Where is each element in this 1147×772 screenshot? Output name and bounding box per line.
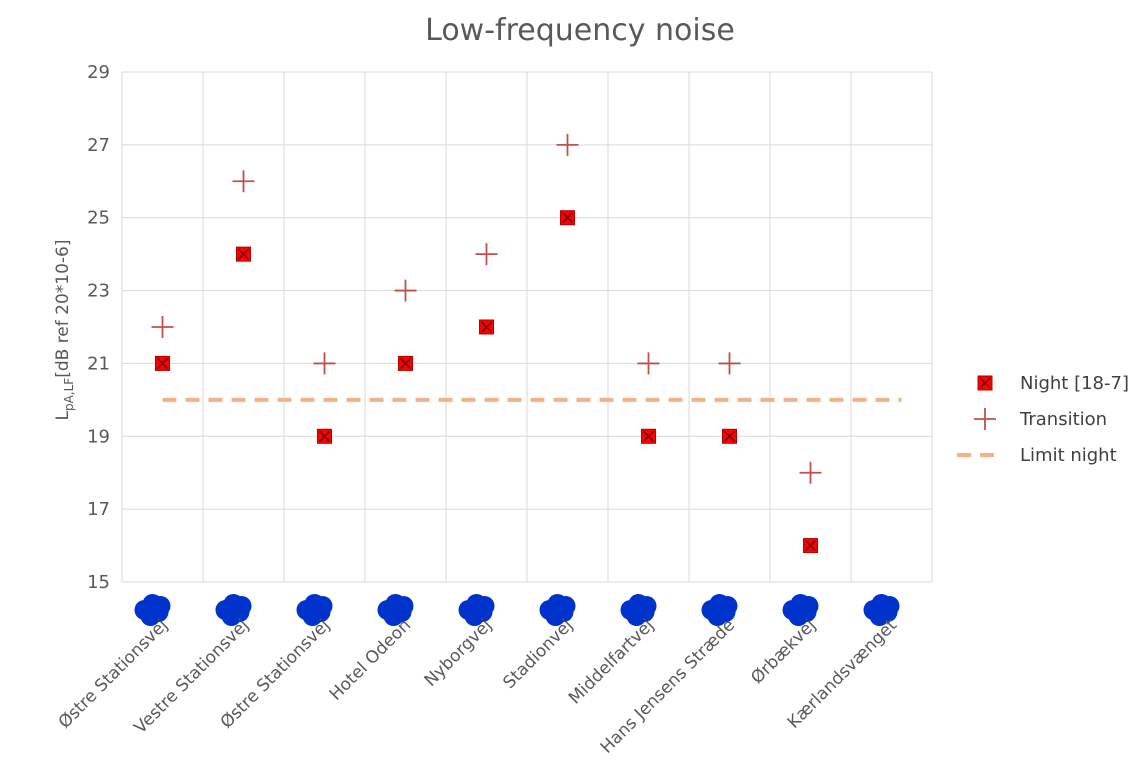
redaction-dot: [879, 596, 900, 616]
data-marks: [151, 133, 822, 554]
plus-stroke: [974, 408, 996, 430]
night-point: [317, 428, 332, 444]
y-tick-labels: 15 17 19 21 23 25 27 29: [87, 62, 110, 593]
y-axis-label-sub: pA,LF: [62, 378, 76, 411]
redaction-blob: [134, 594, 171, 626]
y-axis-label-rest: [dB ref 20*10-6]: [53, 239, 73, 377]
night-point: [398, 355, 413, 371]
y-axis-label-main: L: [53, 411, 73, 421]
redaction-dot: [312, 596, 333, 616]
legend-night-label: Night [18-7]: [1020, 373, 1129, 394]
transition-point: [799, 461, 822, 484]
redaction-blob: [458, 594, 495, 626]
night-point: [236, 246, 251, 262]
y-tick-label: 27: [87, 135, 110, 156]
night-point: [560, 210, 575, 226]
x-category-label: Middelfartvej: [565, 615, 658, 708]
night-point: [722, 428, 737, 444]
redaction-dot: [717, 596, 738, 616]
transition-point: [718, 352, 741, 375]
redaction-blob: [377, 594, 414, 626]
night-point: [803, 538, 818, 554]
square-cross: [399, 357, 412, 369]
transition-point: [232, 170, 255, 193]
square-cross: [156, 357, 169, 369]
plus-stroke: [313, 352, 336, 375]
redaction-dot: [474, 596, 495, 616]
legend-night-symbol: [977, 375, 993, 391]
square-cross: [804, 540, 817, 552]
chart-title: Low-frequency noise: [425, 13, 735, 48]
night-point: [641, 428, 656, 444]
plus-stroke: [718, 352, 741, 375]
x-category-label: Stadionvej: [499, 615, 577, 693]
transition-point: [475, 243, 498, 266]
x-category-label: Hotel Odeon: [326, 615, 415, 704]
redaction-blob: [215, 594, 252, 626]
x-category-label: Hans Jensens Stræde: [597, 615, 739, 757]
y-axis-label: LpA,LF[dB ref 20*10-6]: [53, 239, 76, 420]
plus-stroke: [556, 133, 579, 156]
redaction-blob: [701, 594, 738, 626]
square-cross: [480, 321, 493, 333]
grid: [121, 71, 933, 583]
redaction-dot: [798, 596, 819, 616]
plus-stroke: [637, 352, 660, 375]
legend: Night [18-7] Transition Limit night: [957, 373, 1129, 466]
redaction-dot: [393, 596, 414, 616]
square-cross: [318, 430, 331, 442]
x-category-label: Nyborgvej: [421, 615, 496, 690]
plus-stroke: [394, 279, 417, 302]
plus-stroke: [232, 170, 255, 193]
y-tick-label: 15: [87, 572, 110, 593]
redaction-dot: [231, 596, 252, 616]
y-tick-label: 21: [87, 353, 110, 374]
y-tick-label: 19: [87, 426, 110, 447]
transition-point: [151, 316, 174, 338]
plus-stroke: [799, 461, 822, 484]
plus-stroke: [475, 243, 498, 266]
y-tick-label: 23: [87, 281, 110, 302]
transition-point: [313, 352, 336, 375]
plus-stroke: [151, 316, 174, 338]
square-cross: [979, 377, 991, 389]
redaction-blob: [296, 594, 333, 626]
y-tick-label: 17: [87, 499, 110, 520]
redaction-dot: [636, 596, 657, 616]
x-category-label: Ørbækvej: [747, 615, 820, 688]
redaction-blob: [863, 594, 900, 626]
night-point: [479, 319, 494, 335]
redaction-blobs: [134, 594, 900, 626]
legend-transition-symbol: [974, 408, 996, 430]
transition-point: [556, 133, 579, 156]
y-tick-label: 25: [87, 208, 110, 229]
square-cross: [642, 430, 655, 442]
redaction-blob: [539, 594, 576, 626]
redaction-dot: [555, 596, 576, 616]
legend-limit-label: Limit night: [1020, 445, 1117, 466]
square-cross: [561, 212, 574, 224]
redaction-blob: [782, 594, 819, 626]
redaction-blob: [620, 594, 657, 626]
y-tick-label: 29: [87, 62, 110, 83]
square-cross: [237, 248, 250, 260]
legend-transition-label: Transition: [1019, 409, 1107, 430]
transition-point: [637, 352, 660, 375]
night-point: [155, 355, 170, 371]
transition-point: [394, 279, 417, 302]
square-cross: [723, 430, 736, 442]
redaction-dot: [150, 596, 171, 616]
